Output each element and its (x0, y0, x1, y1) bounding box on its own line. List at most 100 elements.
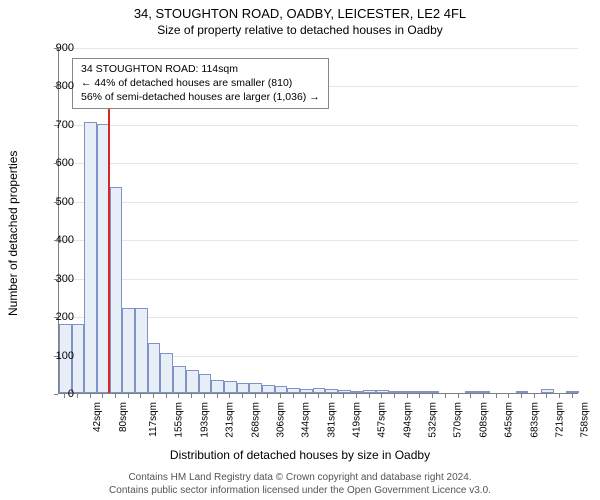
histogram-bar (275, 386, 288, 393)
x-tick-label: 306sqm (275, 402, 286, 438)
x-tick-label: 758sqm (580, 402, 591, 438)
x-tick-label: 532sqm (428, 402, 439, 438)
x-tick-mark (217, 394, 218, 398)
histogram-bar (122, 308, 135, 393)
x-tick-mark (242, 394, 243, 398)
histogram-bar (287, 388, 300, 393)
x-tick-label: 457sqm (377, 402, 388, 438)
y-tick-mark (54, 240, 58, 241)
chart-title-sub: Size of property relative to detached ho… (0, 23, 600, 37)
y-axis-label: Number of detached properties (6, 151, 20, 316)
x-tick-label: 42sqm (92, 402, 103, 432)
x-tick-label: 721sqm (555, 402, 566, 438)
x-tick-mark (64, 394, 65, 398)
x-tick-mark (153, 394, 154, 398)
histogram-bar (148, 343, 161, 393)
histogram-bar (389, 391, 402, 393)
grid-line (59, 163, 578, 164)
y-tick-mark (54, 125, 58, 126)
histogram-bar (84, 122, 97, 393)
x-tick-label: 344sqm (301, 402, 312, 438)
histogram-bar (173, 366, 186, 393)
x-tick-mark (508, 394, 509, 398)
histogram-bar (465, 391, 478, 393)
x-tick-mark (381, 394, 382, 398)
x-tick-mark (458, 394, 459, 398)
y-tick-mark (54, 48, 58, 49)
footnote-line2: Contains public sector information licen… (0, 485, 600, 496)
x-tick-mark (255, 394, 256, 398)
x-tick-mark (356, 394, 357, 398)
y-tick-mark (54, 317, 58, 318)
histogram-bar (262, 385, 275, 393)
histogram-bar (249, 383, 262, 393)
x-tick-mark (343, 394, 344, 398)
x-axis-label: Distribution of detached houses by size … (0, 448, 600, 462)
x-tick-mark (419, 394, 420, 398)
grid-line (59, 240, 578, 241)
grid-line (59, 279, 578, 280)
y-tick-mark (54, 279, 58, 280)
x-tick-label: 570sqm (453, 402, 464, 438)
histogram-bar (478, 391, 491, 393)
histogram-bar (211, 380, 224, 393)
x-tick-mark (470, 394, 471, 398)
x-tick-label: 419sqm (352, 402, 363, 438)
y-tick-mark (54, 356, 58, 357)
x-tick-mark (559, 394, 560, 398)
x-tick-mark (331, 394, 332, 398)
x-tick-mark (229, 394, 230, 398)
x-tick-mark (318, 394, 319, 398)
histogram-bar (516, 391, 529, 393)
x-tick-label: 494sqm (402, 402, 413, 438)
histogram-bar (376, 390, 389, 393)
histogram-bar (186, 370, 199, 393)
x-tick-mark (483, 394, 484, 398)
x-tick-mark (445, 394, 446, 398)
histogram-bar (160, 353, 173, 393)
x-tick-label: 608sqm (478, 402, 489, 438)
x-tick-mark (280, 394, 281, 398)
x-tick-label: 645sqm (504, 402, 515, 438)
x-tick-label: 268sqm (250, 402, 261, 438)
y-tick-mark (54, 394, 58, 395)
x-tick-label: 155sqm (174, 402, 185, 438)
y-tick-mark (54, 163, 58, 164)
x-tick-mark (267, 394, 268, 398)
x-tick-mark (178, 394, 179, 398)
x-tick-mark (572, 394, 573, 398)
x-tick-label: 683sqm (529, 402, 540, 438)
x-tick-mark (140, 394, 141, 398)
histogram-bar (224, 381, 237, 393)
annotation-line2: ← 44% of detached houses are smaller (81… (81, 76, 320, 90)
chart-title-main: 34, STOUGHTON ROAD, OADBY, LEICESTER, LE… (0, 6, 600, 21)
histogram-bar (401, 391, 414, 393)
footnote-line1: Contains HM Land Registry data © Crown c… (0, 472, 600, 483)
x-tick-mark (546, 394, 547, 398)
grid-line (59, 202, 578, 203)
x-tick-mark (394, 394, 395, 398)
histogram-bar (363, 390, 376, 393)
x-tick-mark (77, 394, 78, 398)
histogram-bar (110, 187, 123, 393)
x-tick-mark (432, 394, 433, 398)
histogram-bar (427, 391, 440, 393)
x-tick-mark (204, 394, 205, 398)
x-tick-label: 193sqm (199, 402, 210, 438)
histogram-bar (199, 374, 212, 393)
x-tick-label: 80sqm (118, 402, 129, 432)
histogram-bar (351, 391, 364, 393)
x-tick-mark (496, 394, 497, 398)
histogram-bar (313, 388, 326, 393)
x-tick-mark (369, 394, 370, 398)
x-tick-mark (305, 394, 306, 398)
x-tick-label: 381sqm (326, 402, 337, 438)
x-tick-mark (128, 394, 129, 398)
histogram-bar (541, 389, 554, 393)
histogram-bar (300, 389, 313, 393)
y-tick-mark (54, 202, 58, 203)
y-tick-mark (54, 86, 58, 87)
histogram-bar (325, 389, 338, 393)
x-tick-mark (115, 394, 116, 398)
x-tick-mark (191, 394, 192, 398)
